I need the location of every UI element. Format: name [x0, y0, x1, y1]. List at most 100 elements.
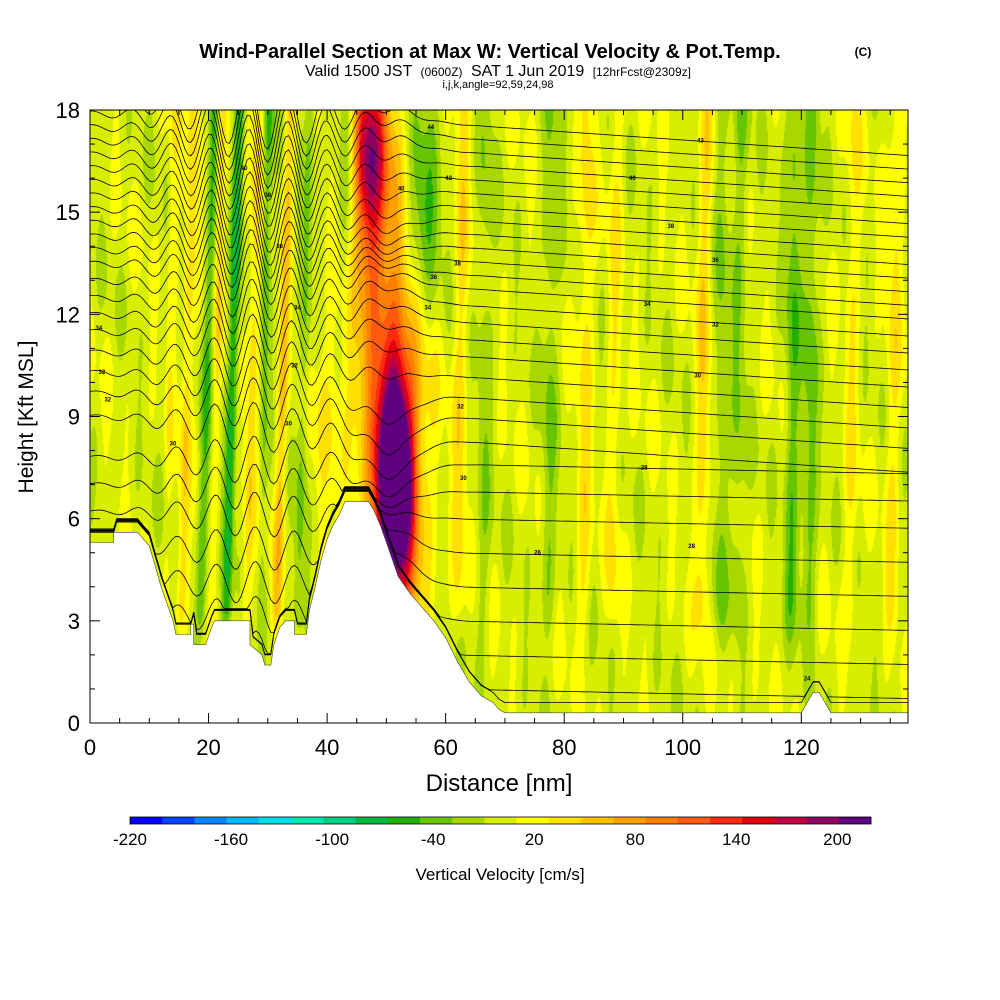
- contour-label: 34: [96, 326, 103, 332]
- theta-contour: [144, 110, 908, 156]
- colorbar: -220 -160 -100 -40 20 80 140 200: [113, 816, 872, 849]
- contour-label: 40: [241, 166, 248, 172]
- colorbar-swatch: [677, 817, 711, 824]
- theta-contour: [90, 261, 908, 337]
- colorbar-swatch: [613, 817, 646, 824]
- theta-contour: [90, 490, 908, 703]
- theta-contour: [90, 464, 908, 512]
- colorbar-swatch: [645, 817, 678, 824]
- contour-label: 26: [534, 551, 541, 557]
- colorbar-tick-label: -160: [214, 830, 248, 849]
- y-tick-label: 12: [56, 302, 80, 327]
- contour-labels: 34 32 32 30 40 38 36 34 32 30 44 42 40 38 36 34 32 30 43 40…: [96, 125, 812, 683]
- contour-label: 42: [445, 176, 452, 182]
- colorbar-swatch: [838, 817, 872, 824]
- contour-label: 32: [291, 363, 298, 369]
- theta-contour: [90, 296, 908, 371]
- colorbar-swatch: [709, 817, 743, 824]
- x-tick-label: 60: [433, 735, 457, 760]
- x-tick-label: 80: [552, 735, 576, 760]
- contour-label: 32: [457, 404, 464, 410]
- theta-contour: [90, 486, 908, 538]
- theta-contour: [90, 110, 908, 170]
- chart-title: Wind-Parallel Section at Max W: Vertical…: [199, 41, 780, 63]
- contour-label: 28: [688, 544, 695, 550]
- contour-label: 36: [276, 244, 283, 250]
- contour-label: 38: [264, 193, 271, 199]
- colorbar-tick-label: 20: [525, 830, 544, 849]
- y-tick-label: 15: [56, 200, 80, 225]
- theta-contour: [90, 228, 908, 306]
- colorbar-swatch: [130, 817, 163, 824]
- contour-label: 40: [398, 186, 405, 192]
- contour-label: 30: [460, 476, 467, 482]
- contour-label: 44: [427, 125, 434, 131]
- colorbar-swatch: [162, 817, 195, 824]
- y-tick-label: 0: [68, 711, 80, 736]
- colorbar-swatch: [291, 817, 324, 824]
- colorbar-swatch: [323, 817, 356, 824]
- colorbar-label: Vertical Velocity [cm/s]: [415, 865, 584, 884]
- y-axis: 0 36 9 12 15 18: [56, 98, 908, 736]
- contour-label: 32: [712, 323, 719, 329]
- contour-label: 24: [804, 677, 811, 683]
- theta-contour: [90, 185, 908, 265]
- contour-label: 32: [104, 398, 111, 404]
- theta-contour: [90, 377, 908, 456]
- theta-contour: [90, 110, 908, 184]
- theta-contour: [90, 143, 908, 224]
- colorbar-swatch: [387, 817, 421, 824]
- contour-label: 34: [425, 306, 432, 312]
- theta-contour: [90, 487, 908, 571]
- x-tick-label: 40: [315, 735, 339, 760]
- colorbar-tick-label: 140: [722, 830, 750, 849]
- contour-label: 32: [99, 370, 106, 376]
- colorbar-frame: [129, 816, 872, 825]
- theta-contour: [90, 129, 908, 211]
- theta-contour: [90, 401, 908, 480]
- colorbar-swatch: [484, 817, 517, 824]
- colorbar-tick-label: 80: [626, 830, 645, 849]
- terrain-profile: [89, 501, 909, 724]
- theta-contour: [90, 490, 908, 699]
- colorbar-swatch: [581, 817, 614, 824]
- colorbar-swatch: [548, 817, 582, 824]
- theta-contour: [90, 435, 908, 498]
- colorbar-swatch: [258, 817, 292, 824]
- colorbar-swatch: [774, 817, 807, 824]
- y-tick-label: 9: [68, 405, 80, 430]
- colorbar-swatch: [742, 817, 775, 824]
- contour-label: 34: [644, 302, 651, 308]
- x-tick-label: 20: [196, 735, 220, 760]
- colorbar-swatch: [355, 817, 389, 824]
- chart-subtitle: Valid 1500 JST (0600Z) SAT 1 Jun 2019 [1…: [305, 63, 691, 80]
- contour-label: 40: [629, 176, 636, 182]
- colorbar-tick-label: -220: [113, 830, 147, 849]
- theta-contour: [90, 488, 908, 633]
- theta-contour: [90, 157, 908, 238]
- theta-contour: [90, 115, 908, 197]
- contour-label: 30: [694, 374, 701, 380]
- theta-contour: [90, 488, 908, 604]
- theta-contour: [90, 243, 908, 320]
- contour-label: 36: [712, 258, 719, 264]
- theta-contour: [90, 489, 908, 665]
- colorbar-tick-label: -100: [315, 830, 349, 849]
- contour-label: 34: [294, 306, 301, 312]
- copyright-mark: (C): [855, 45, 872, 59]
- contour-label: 30: [170, 442, 177, 448]
- x-tick-label: 120: [783, 735, 820, 760]
- theta-contour: [90, 199, 908, 279]
- x-axis-label: Distance [nm]: [426, 770, 573, 797]
- y-tick-label: 3: [68, 609, 80, 634]
- colorbar-swatch: [194, 817, 227, 824]
- x-axis: 0 20 40 60 80 100 120: [84, 110, 891, 760]
- y-tick-label: 18: [56, 98, 80, 123]
- theta-contour: [90, 171, 908, 252]
- colorbar-tick-label: 200: [823, 830, 851, 849]
- x-tick-label: 0: [84, 735, 96, 760]
- colorbar-tick-label: -40: [421, 830, 446, 849]
- section-params: i,j,k,angle=92,59,24,98: [442, 79, 553, 91]
- theta-contour: [90, 278, 908, 354]
